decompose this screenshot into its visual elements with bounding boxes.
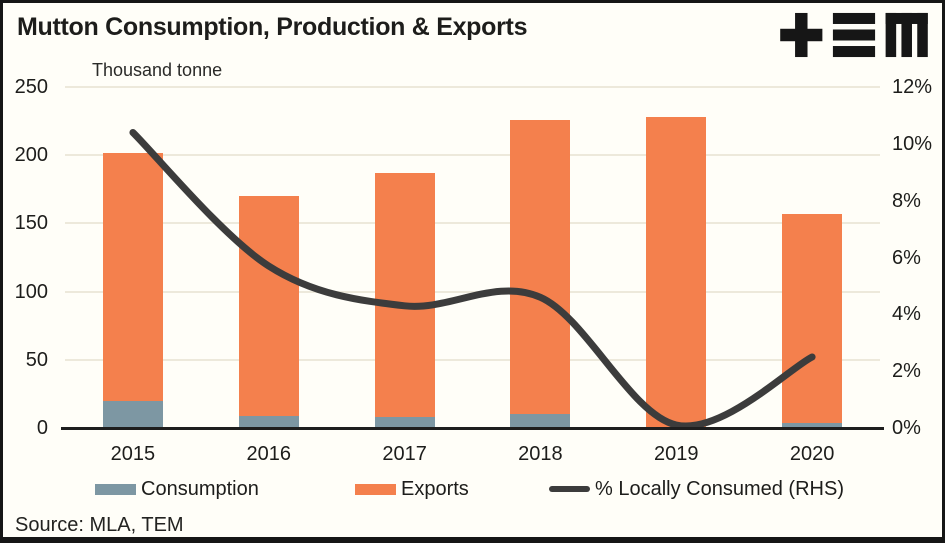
left-tick-label: 0 [36,417,48,439]
right-tick-label: 8% [892,189,921,212]
locally-consumed-line [129,128,816,430]
left-axis-title: Thousand tonne [92,60,223,80]
legend: Consumption Exports % Locally Consumed (RH… [3,476,942,502]
bar-segment-exports [646,117,707,428]
right-tick-label: 12% [892,76,933,98]
left-tick-label: 200 [14,144,48,167]
gridline [65,154,880,157]
bar-2020 [782,213,843,428]
bar-segment-consumption [102,400,163,428]
legend-item-exports: Exports [355,476,469,502]
right-tick-label: 0% [892,417,921,439]
left-tick-label: 100 [14,280,48,303]
legend-item-locally-consumed-rhs: % Locally Consumed (RHS) [549,476,844,502]
chart-title: Mutton Consumption, Production & Exports [17,13,528,41]
gridline [65,86,880,88]
bar-2016 [238,196,299,428]
bar-2019 [646,117,707,428]
right-tick-label: 10% [892,132,933,155]
bar-segment-exports [782,213,843,423]
left-tick-label: 50 [25,348,48,371]
bar-segment-exports [102,152,163,401]
right-tick-label: 2% [892,360,921,383]
x-label-2019: 2019 [654,443,699,465]
legend-item-consumption: Consumption [95,476,259,502]
line-path [129,128,816,430]
tem-logo-icon [778,12,930,58]
legend-swatch [355,483,396,495]
bar-2018 [510,119,571,428]
bar-segment-consumption [238,415,299,428]
x-label-2016: 2016 [246,443,292,465]
gridline [65,222,880,225]
bar-segment-exports [510,119,571,415]
left-tick-label: 250 [14,76,48,98]
legend-label: % Locally Consumed (RHS) [595,477,844,500]
source-note: Source: MLA, TEM [15,514,184,536]
bar-2015 [102,152,163,428]
x-axis-line [61,427,884,430]
gridline [65,358,880,361]
bar-segment-consumption [374,417,435,428]
legend-swatch [549,486,590,492]
legend-label: Consumption [141,477,259,500]
gridline [65,290,880,293]
bar-segment-consumption [782,422,843,428]
bar-2017 [374,172,435,428]
bar-segment-exports [374,172,435,418]
left-tick-label: 150 [14,212,48,235]
x-label-2018: 2018 [518,443,563,465]
bar-segment-exports [238,196,299,416]
x-label-2015: 2015 [110,443,156,465]
x-label-2020: 2020 [789,443,835,465]
legend-label: Exports [401,477,469,500]
right-tick-label: 4% [892,303,921,326]
plot-area [61,86,884,430]
legend-swatch [95,483,136,495]
bar-segment-consumption [510,414,571,428]
x-label-2017: 2017 [382,443,427,465]
right-tick-label: 6% [892,246,921,269]
